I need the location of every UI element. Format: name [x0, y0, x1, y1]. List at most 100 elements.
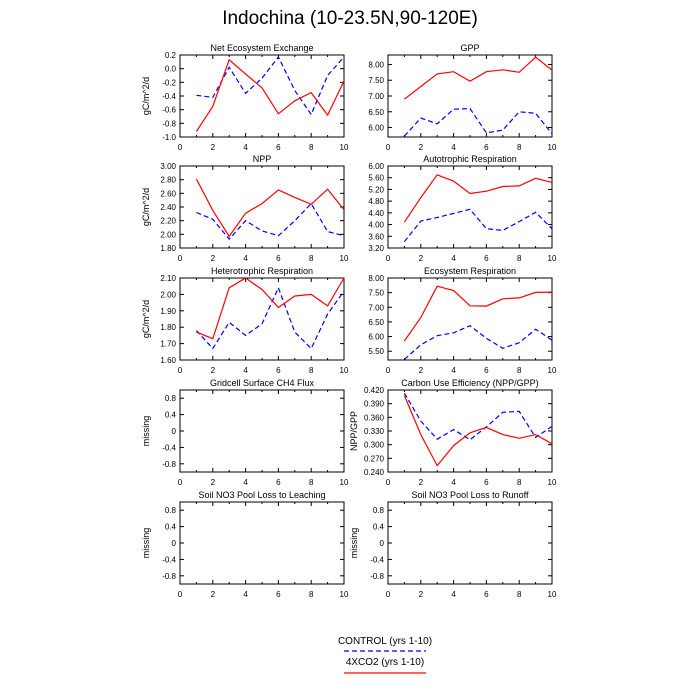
- soil-no3-pool-loss-to-runoff-y-tick-label: 0.4: [373, 523, 385, 532]
- gpp-y-tick-label: 6.00: [368, 124, 384, 133]
- soil-no3-pool-loss-to-runoff-x-tick-label: 4: [451, 590, 456, 599]
- carbon-use-efficiency-npp-gpp-y-tick-label: 0.330: [364, 427, 385, 436]
- net-ecosystem-exchange-y-tick-label: -1.0: [162, 133, 176, 142]
- autotrophic-respiration-y-tick-label: 4.40: [368, 209, 384, 218]
- heterotrophic-respiration-series-xco2: [196, 277, 345, 340]
- gpp-y-tick-label: 6.50: [368, 108, 384, 117]
- carbon-use-efficiency-npp-gpp-series-control: [403, 392, 553, 441]
- autotrophic-respiration-x-tick-label: 6: [484, 254, 489, 263]
- soil-no3-pool-loss-to-runoff-y-axis-label: missing: [349, 528, 359, 559]
- autotrophic-respiration-series-control: [403, 208, 553, 242]
- soil-no3-pool-loss-to-runoff-x-tick-label: 10: [548, 590, 557, 599]
- net-ecosystem-exchange-x-tick-label: 10: [340, 143, 349, 152]
- gridcell-surface-ch4-flux-x-tick-label: 8: [309, 478, 314, 487]
- gridcell-surface-ch4-flux-y-tick-label: 0.4: [165, 411, 177, 420]
- heterotrophic-respiration-series-control: [195, 286, 345, 350]
- heterotrophic-respiration-x-tick-label: 0: [178, 366, 183, 375]
- autotrophic-respiration-y-tick-label: 3.20: [368, 244, 384, 253]
- soil-no3-pool-loss-to-leaching-y-tick-label: -0.8: [162, 572, 176, 581]
- gridcell-surface-ch4-flux-y-axis-label: missing: [141, 416, 151, 447]
- gpp-x-tick-label: 0: [386, 143, 391, 152]
- gpp-y-tick-label: 7.00: [368, 92, 384, 101]
- npp-y-tick-label: 2.40: [160, 203, 176, 212]
- heterotrophic-respiration-y-tick-label: 2.00: [160, 290, 176, 299]
- legend-label-control: CONTROL (yrs 1-10): [337, 636, 433, 647]
- gpp-series-control: [403, 107, 553, 137]
- npp-panel-title: NPP: [253, 154, 272, 164]
- gpp-x-tick-label: 4: [451, 143, 456, 152]
- gridcell-surface-ch4-flux-x-tick-label: 2: [211, 478, 216, 487]
- figure-title: Indochina (10-23.5N,90-120E): [222, 8, 478, 29]
- ecosystem-respiration-y-tick-label: 5.50: [368, 347, 384, 356]
- heterotrophic-respiration-y-tick-label: 2.10: [160, 274, 176, 283]
- autotrophic-respiration-x-tick-label: 8: [517, 254, 522, 263]
- gpp-series-xco2: [404, 56, 553, 100]
- soil-no3-pool-loss-to-leaching-x-tick-label: 8: [309, 590, 314, 599]
- gpp-axes-frame: [387, 54, 553, 138]
- autotrophic-respiration-panel-title: Autotrophic Respiration: [423, 154, 517, 164]
- autotrophic-respiration-y-tick-label: 4.80: [368, 197, 384, 206]
- heterotrophic-respiration-x-tick-label: 10: [340, 366, 349, 375]
- npp-y-tick-label: 2.00: [160, 230, 176, 239]
- soil-no3-pool-loss-to-runoff-x-tick-label: 6: [484, 590, 489, 599]
- net-ecosystem-exchange-y-tick-label: -0.2: [162, 78, 176, 87]
- carbon-use-efficiency-npp-gpp-y-tick-label: 0.360: [364, 413, 385, 422]
- gpp-x-tick-label: 6: [484, 143, 489, 152]
- heterotrophic-respiration-y-tick-label: 1.70: [160, 340, 176, 349]
- ecosystem-respiration-x-tick-label: 2: [419, 366, 424, 375]
- npp-y-tick-label: 3.00: [160, 162, 176, 171]
- soil-no3-pool-loss-to-runoff-axes-frame: [387, 501, 553, 585]
- npp-y-tick-label: 2.20: [160, 217, 176, 226]
- ecosystem-respiration-y-tick-label: 7.00: [368, 303, 384, 312]
- net-ecosystem-exchange-x-tick-label: 2: [211, 143, 216, 152]
- net-ecosystem-exchange-y-axis-label: gC/m^2/d: [141, 77, 151, 115]
- autotrophic-respiration-y-tick-label: 3.60: [368, 232, 384, 241]
- net-ecosystem-exchange-x-tick-label: 4: [243, 143, 248, 152]
- soil-no3-pool-loss-to-leaching-y-tick-label: 0: [172, 539, 177, 548]
- net-ecosystem-exchange-x-tick-label: 6: [276, 143, 281, 152]
- carbon-use-efficiency-npp-gpp-axes-frame: [387, 389, 553, 473]
- carbon-use-efficiency-npp-gpp-x-tick-label: 4: [451, 478, 456, 487]
- net-ecosystem-exchange-panel-title: Net Ecosystem Exchange: [210, 43, 313, 53]
- ecosystem-respiration-x-tick-label: 8: [517, 366, 522, 375]
- heterotrophic-respiration-y-axis-label: gC/m^2/d: [141, 300, 151, 338]
- npp-x-tick-label: 8: [309, 254, 314, 263]
- npp-x-tick-label: 10: [340, 254, 349, 263]
- heterotrophic-respiration-y-tick-label: 1.60: [160, 356, 176, 365]
- npp-x-tick-label: 0: [178, 254, 183, 263]
- net-ecosystem-exchange-series-xco2: [195, 58, 345, 132]
- gridcell-surface-ch4-flux-y-tick-label: -0.4: [162, 443, 176, 452]
- npp-x-tick-label: 6: [276, 254, 281, 263]
- gridcell-surface-ch4-flux-x-tick-label: 4: [243, 478, 248, 487]
- carbon-use-efficiency-npp-gpp-panel-title: Carbon Use Efficiency (NPP/GPP): [401, 378, 538, 388]
- npp-series-control: [196, 202, 345, 241]
- carbon-use-efficiency-npp-gpp-x-tick-label: 2: [419, 478, 424, 487]
- heterotrophic-respiration-x-tick-label: 2: [211, 366, 216, 375]
- carbon-use-efficiency-npp-gpp-y-tick-label: 0.390: [364, 400, 385, 409]
- net-ecosystem-exchange-x-tick-label: 8: [309, 143, 314, 152]
- gpp-panel-title: GPP: [460, 43, 479, 53]
- carbon-use-efficiency-npp-gpp-series-xco2: [403, 395, 553, 467]
- soil-no3-pool-loss-to-leaching-axes-frame: [179, 501, 345, 585]
- ecosystem-respiration-x-tick-label: 10: [548, 366, 557, 375]
- soil-no3-pool-loss-to-leaching-x-tick-label: 10: [340, 590, 349, 599]
- gridcell-surface-ch4-flux-y-tick-label: -0.8: [162, 460, 176, 469]
- carbon-use-efficiency-npp-gpp-y-axis-label: NPP/GPP: [349, 411, 359, 451]
- npp-y-tick-label: 2.60: [160, 189, 176, 198]
- soil-no3-pool-loss-to-leaching-y-tick-label: -0.4: [162, 555, 176, 564]
- ecosystem-respiration-series-xco2: [403, 285, 553, 342]
- npp-y-tick-label: 1.80: [160, 244, 176, 253]
- soil-no3-pool-loss-to-leaching-x-tick-label: 2: [211, 590, 216, 599]
- net-ecosystem-exchange-y-tick-label: -0.8: [162, 119, 176, 128]
- soil-no3-pool-loss-to-leaching-panel-title: Soil NO3 Pool Loss to Leaching: [198, 490, 325, 500]
- net-ecosystem-exchange-series-control: [196, 55, 345, 116]
- autotrophic-respiration-x-tick-label: 0: [386, 254, 391, 263]
- net-ecosystem-exchange-y-tick-label: -0.4: [162, 92, 176, 101]
- heterotrophic-respiration-x-tick-label: 4: [243, 366, 248, 375]
- ecosystem-respiration-y-tick-label: 8.00: [368, 274, 384, 283]
- npp-series-xco2: [195, 178, 345, 238]
- carbon-use-efficiency-npp-gpp-y-tick-label: 0.270: [364, 454, 385, 463]
- soil-no3-pool-loss-to-leaching-y-axis-label: missing: [141, 528, 151, 559]
- soil-no3-pool-loss-to-runoff-y-tick-label: 0.8: [373, 506, 385, 515]
